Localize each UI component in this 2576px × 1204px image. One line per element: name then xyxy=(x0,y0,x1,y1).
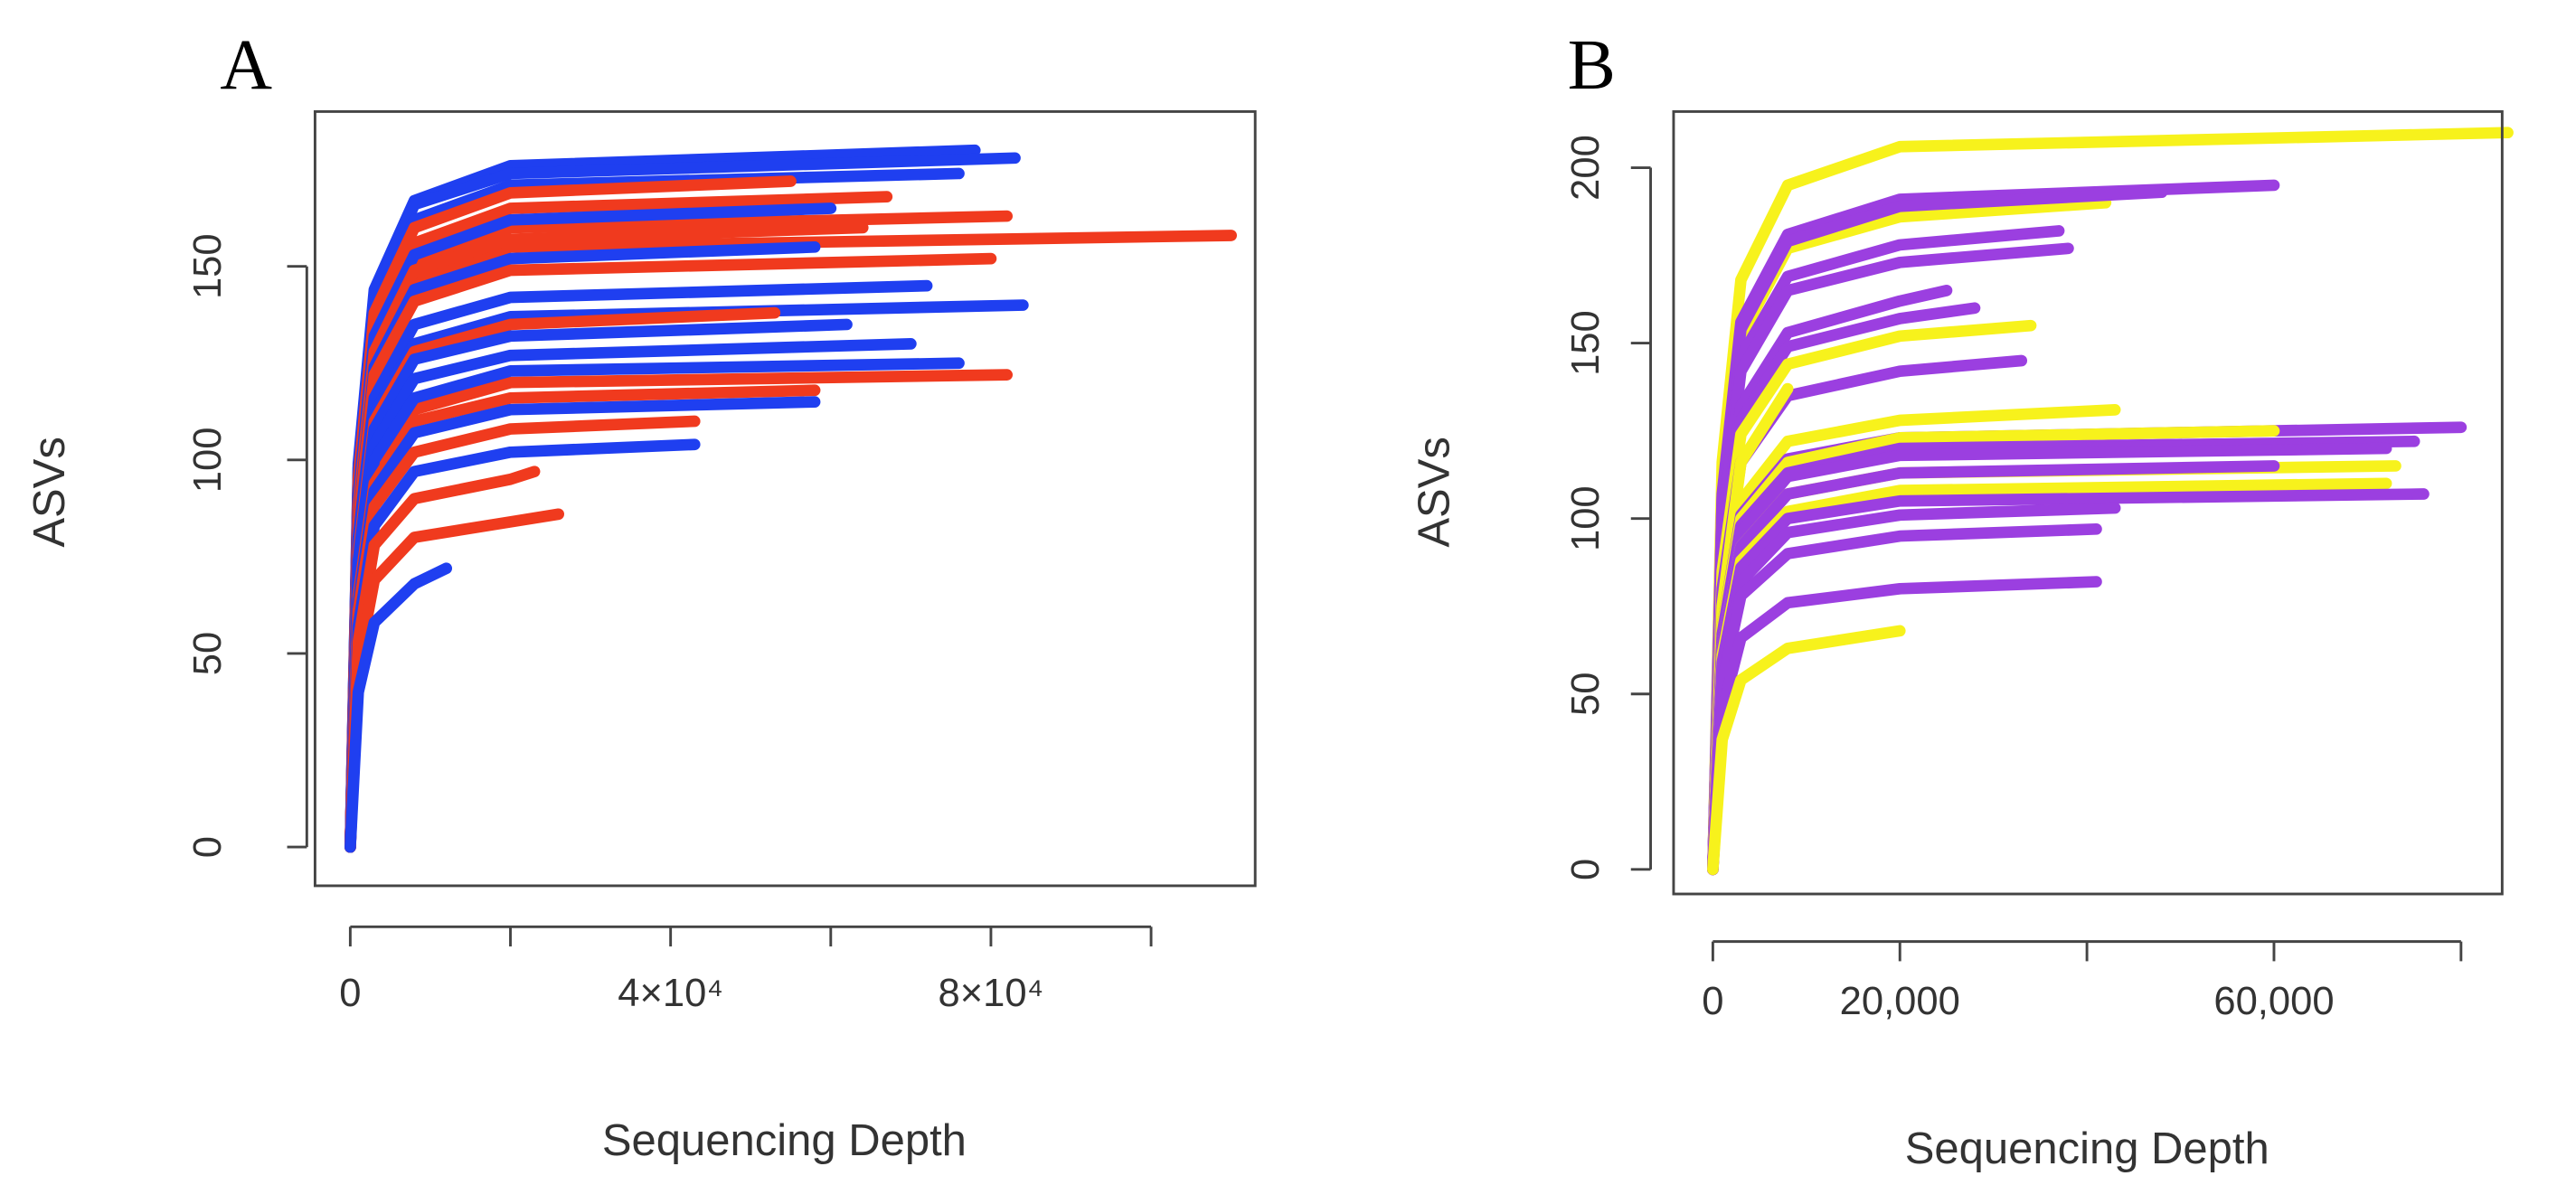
y-tick-label: 150 xyxy=(186,233,230,299)
rarefaction-curve xyxy=(344,562,453,853)
y-tick-label: 50 xyxy=(186,632,230,675)
rarefaction-curve xyxy=(1707,625,1906,876)
plot-frame xyxy=(1672,109,2504,896)
plot-lines xyxy=(1707,127,2514,876)
x-tick-label: 0 xyxy=(1702,980,1723,1023)
panel-title: A xyxy=(220,25,272,105)
y-tick-label: 100 xyxy=(186,428,230,494)
rarefaction-curve xyxy=(344,357,965,853)
rarefaction-curve xyxy=(1707,477,2392,876)
y-axis-label: ASVs xyxy=(1411,437,1459,548)
x-tick-label: 4×10⁴ xyxy=(618,972,723,1015)
rarefaction-curve xyxy=(344,508,565,853)
y-tick-label: 0 xyxy=(1564,859,1608,880)
x-tick-label: 8×10⁴ xyxy=(939,972,1044,1015)
y-tick-label: 0 xyxy=(186,836,230,858)
y-tick-label: 150 xyxy=(1564,310,1608,376)
y-axis-label: ASVs xyxy=(25,437,74,548)
x-tick-label: 0 xyxy=(339,972,361,1015)
x-tick-label: 60,000 xyxy=(2213,980,2334,1023)
rarefaction-curve xyxy=(344,384,821,853)
x-axis-label: Sequencing Depth xyxy=(1905,1124,2269,1173)
plot-lines xyxy=(344,144,1237,853)
y-tick-label: 200 xyxy=(1564,135,1608,201)
panel-title: B xyxy=(1568,25,1616,105)
plot-frame xyxy=(313,109,1257,888)
y-tick-label: 100 xyxy=(1564,485,1608,551)
rarefaction-curve xyxy=(1707,576,2102,876)
x-tick-label: 20,000 xyxy=(1840,980,1960,1023)
y-tick-label: 50 xyxy=(1564,673,1608,716)
x-axis-label: Sequencing Depth xyxy=(602,1116,967,1165)
